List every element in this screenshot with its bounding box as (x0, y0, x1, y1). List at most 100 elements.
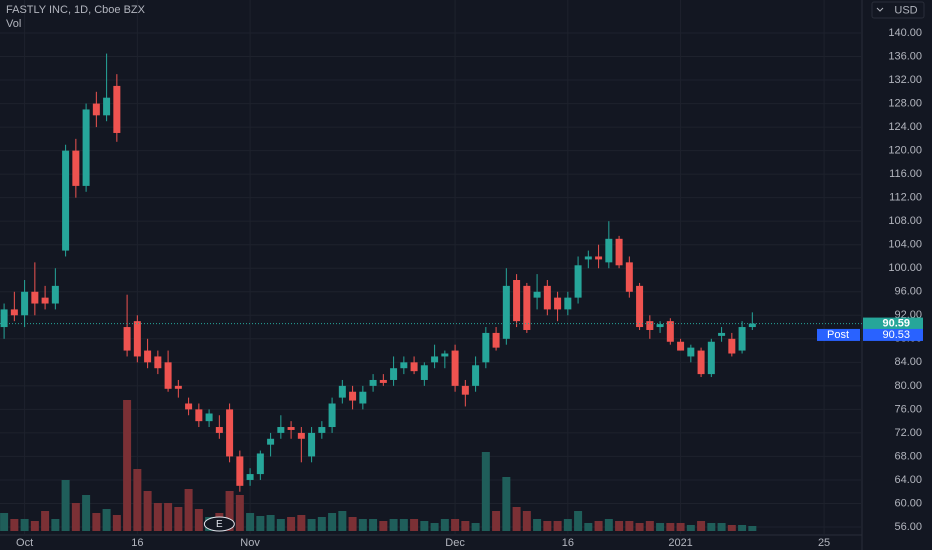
price-pane (0, 53, 862, 492)
volume-bar (102, 509, 111, 531)
volume-bar (379, 521, 388, 531)
volume-bar (451, 519, 460, 531)
candle-body (461, 385, 469, 395)
volume-bar (20, 519, 29, 531)
volume-bar (317, 517, 326, 531)
volume-bar (553, 521, 562, 531)
candle-body (441, 353, 449, 357)
candle-body (205, 413, 213, 422)
post-market-tag (863, 328, 923, 341)
candle-body (513, 279, 521, 322)
currency-button[interactable] (871, 1, 925, 19)
volume-bar (92, 513, 101, 531)
currency-label[interactable]: USD (894, 4, 917, 16)
candle-body (338, 385, 346, 398)
volume-bar (430, 523, 439, 531)
candle-body (287, 427, 295, 430)
candle-body (697, 350, 705, 375)
candle-body (308, 432, 316, 457)
candle-body (564, 297, 572, 310)
volume-bar (153, 503, 162, 531)
volume-bar (440, 519, 449, 531)
volume-legend: Vol (6, 18, 21, 30)
candle-body (103, 97, 111, 116)
volume-bar (174, 507, 183, 531)
y-tick-label: 128.00 (888, 97, 922, 109)
candle-body (164, 362, 172, 389)
candle-body (656, 324, 664, 328)
volume-bar (184, 489, 193, 531)
volume-bar (51, 519, 60, 531)
y-tick-label: 116.00 (889, 168, 922, 180)
volume-bar (123, 400, 132, 531)
candle-body (707, 341, 715, 375)
last-price-tag (863, 317, 923, 330)
last-price-label: 90.59 (882, 317, 910, 329)
candle-body (226, 409, 234, 457)
volume-bar (625, 521, 634, 531)
currency-dropdown-icon[interactable] (876, 7, 884, 12)
candle-body (595, 256, 603, 260)
y-tick-label: 124.00 (888, 121, 922, 133)
candle-body (246, 474, 254, 480)
candle-body (410, 362, 418, 372)
volume-bar (0, 513, 9, 531)
y-tick-label: 96.00 (894, 286, 922, 298)
earnings-marker[interactable] (203, 516, 235, 532)
volume-bar (727, 525, 736, 531)
y-tick-label: 60.00 (894, 497, 922, 509)
y-tick-label: 80.00 (894, 380, 922, 392)
volume-bar (738, 525, 747, 531)
candle-body (636, 285, 644, 328)
candle-body (492, 332, 500, 348)
volume-bar (225, 491, 234, 531)
volume-bar (645, 521, 654, 531)
volume-bar (143, 491, 152, 531)
candle-body (82, 109, 90, 186)
candle-body (482, 332, 490, 363)
grid (0, 0, 862, 535)
volume-bar (369, 519, 378, 531)
candle-body (113, 85, 121, 133)
volume-bar (676, 523, 685, 531)
volume-bar (297, 515, 306, 531)
volume-bar (276, 519, 285, 531)
earnings-marker-label[interactable]: E (216, 519, 223, 530)
candle-body (533, 291, 541, 298)
volume-bar (574, 511, 583, 531)
x-tick-label: 16 (562, 537, 574, 549)
candle-body (451, 350, 459, 386)
y-tick-label: 140.00 (888, 27, 922, 39)
candle-body (256, 453, 264, 475)
volume-bar (420, 521, 429, 531)
candle-body (10, 309, 18, 316)
volume-bar (461, 521, 470, 531)
candle-body (267, 438, 275, 445)
x-tick-label: Dec (445, 537, 465, 549)
y-tick-label: 72.00 (894, 427, 922, 439)
volume-bar (328, 513, 337, 531)
volume-bar (358, 519, 367, 531)
candle-body (0, 309, 8, 328)
y-tick-label: 108.00 (888, 215, 922, 227)
x-tick-label: Oct (16, 537, 33, 549)
volume-bar (481, 452, 490, 531)
volume-bar (656, 523, 665, 531)
candle-body (431, 356, 439, 363)
candle-body (625, 262, 633, 292)
candle-body (605, 238, 613, 263)
volume-bar (307, 519, 316, 531)
volume-bar (235, 495, 244, 531)
candle-body (133, 321, 141, 357)
candle-body (554, 297, 562, 310)
candle-body (574, 265, 582, 298)
volume-bar (266, 515, 275, 531)
volume-bar (61, 480, 70, 531)
y-tick-label: 112.00 (889, 192, 922, 204)
y-tick-label: 120.00 (888, 145, 922, 157)
volume-bar (30, 521, 39, 531)
volume-bar (112, 515, 121, 531)
volume-bar (164, 503, 173, 531)
